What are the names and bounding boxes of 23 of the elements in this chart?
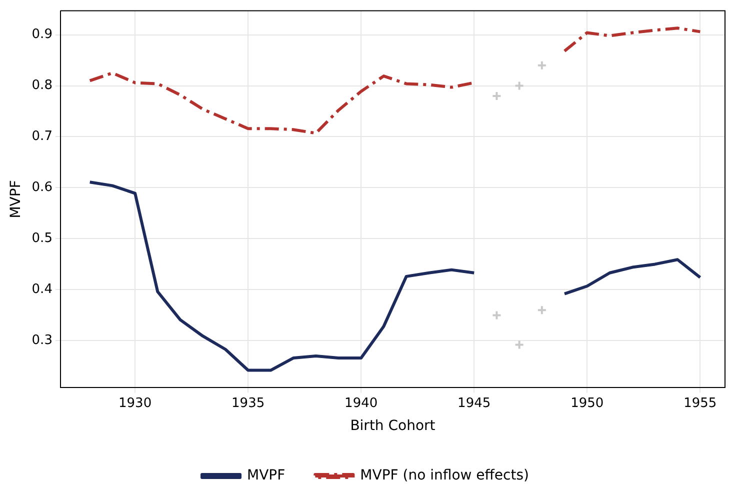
point <box>492 310 502 320</box>
point <box>514 80 524 91</box>
legend-label: MVPF (no inflow effects) <box>360 468 529 484</box>
point <box>536 305 547 316</box>
y-tick-label: 0.6 <box>32 180 52 196</box>
x-tick-label: 1950 <box>570 396 604 411</box>
y-axis-title: MVPF <box>8 180 24 218</box>
x-tick-label: 1955 <box>684 396 717 411</box>
legend-label: MVPF <box>247 468 286 484</box>
x-tick-label: 1945 <box>458 396 491 411</box>
y-tick-label: 0.4 <box>32 282 52 298</box>
y-tick-label: 0.9 <box>32 27 52 42</box>
x-tick-label: 1940 <box>344 396 378 411</box>
x-tick-label: 1930 <box>118 396 152 411</box>
point <box>492 90 502 101</box>
x-axis-title: Birth Cohort <box>350 418 436 434</box>
y-tick-label: 0.8 <box>32 78 52 94</box>
point <box>536 60 547 70</box>
y-tick-label: 0.3 <box>32 333 52 348</box>
y-tick-label: 0.7 <box>32 129 52 144</box>
point <box>514 340 524 350</box>
x-tick-label: 1935 <box>232 396 265 411</box>
y-tick-label: 0.5 <box>32 231 52 246</box>
